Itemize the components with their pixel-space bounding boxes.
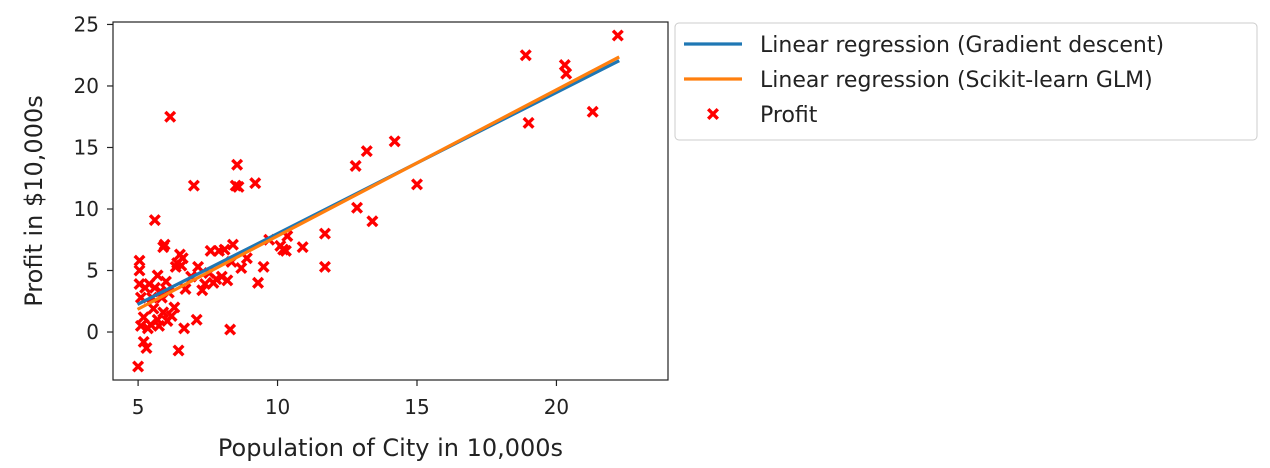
data-point <box>190 313 203 326</box>
data-point <box>224 323 237 336</box>
data-point <box>137 335 150 348</box>
data-point <box>140 342 153 355</box>
legend-box <box>674 22 1258 141</box>
y-axis-label: Profit in $10,000s <box>20 95 48 307</box>
legend-label-gradient-descent: Linear regression (Gradient descent) <box>760 33 1164 58</box>
data-point <box>159 275 172 288</box>
y-tick-label: 0 <box>86 320 99 344</box>
data-point <box>172 344 185 357</box>
data-point <box>132 360 145 373</box>
data-point <box>231 158 244 171</box>
y-tick-label: 5 <box>86 259 99 283</box>
data-point <box>318 227 331 240</box>
x-axis-label: Population of City in 10,000s <box>218 434 563 462</box>
data-point <box>164 110 177 123</box>
plot-area-frame <box>112 21 669 381</box>
data-point <box>232 180 245 193</box>
data-point <box>360 145 373 158</box>
data-point <box>133 264 146 277</box>
legend-marker <box>706 107 720 121</box>
data-point <box>196 284 209 297</box>
data-point <box>252 276 265 289</box>
data-point <box>165 310 178 323</box>
data-point <box>388 135 401 148</box>
x-tick-label: 15 <box>404 395 429 419</box>
axis-ticks: 5 10 15 20 0 5 10 15 20 25 <box>74 12 570 419</box>
data-point <box>351 201 364 214</box>
y-tick-label: 20 <box>74 74 99 98</box>
data-point <box>168 301 181 314</box>
data-point <box>221 274 234 287</box>
data-point <box>226 238 239 251</box>
data-point <box>178 322 191 335</box>
data-point <box>519 49 532 62</box>
data-point <box>318 260 331 273</box>
legend: Linear regression (Gradient descent) Lin… <box>674 22 1258 141</box>
data-point <box>279 244 292 257</box>
plot-layer <box>132 29 624 373</box>
legend-swatch-profit-marker <box>706 107 720 121</box>
data-point <box>218 243 231 256</box>
data-point <box>158 238 171 251</box>
data-point <box>148 214 161 227</box>
data-point <box>586 105 599 118</box>
legend-label-profit: Profit <box>760 103 818 128</box>
data-point <box>176 252 189 265</box>
y-tick-label: 25 <box>74 12 99 36</box>
data-point <box>249 177 262 190</box>
y-tick-label: 15 <box>74 135 99 159</box>
data-point <box>366 215 379 228</box>
data-point <box>153 319 166 332</box>
x-tick-label: 20 <box>544 395 569 419</box>
data-point <box>558 59 571 72</box>
data-point <box>235 262 248 275</box>
data-point <box>133 254 146 267</box>
y-tick-label: 10 <box>74 197 99 221</box>
legend-label-scikit-learn: Linear regression (Scikit-learn GLM) <box>760 68 1153 93</box>
data-point <box>296 241 309 254</box>
data-point <box>349 159 362 172</box>
data-point <box>522 116 535 129</box>
data-point <box>611 29 624 42</box>
x-tick-label: 5 <box>132 395 145 419</box>
data-point <box>147 302 160 315</box>
data-point <box>192 260 205 273</box>
data-point <box>257 260 270 273</box>
data-point <box>187 179 200 192</box>
x-tick-label: 10 <box>265 395 290 419</box>
regression-line-scikit-learn <box>136 55 620 311</box>
data-point <box>157 306 170 319</box>
data-point <box>410 178 423 191</box>
data-point <box>560 67 573 80</box>
